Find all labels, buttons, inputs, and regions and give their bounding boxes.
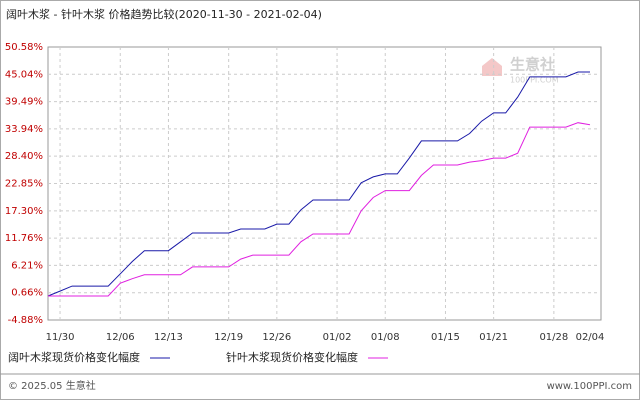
footer-site: www.100PPI.com [547, 381, 632, 392]
chart-title: 阔叶木浆 - 针叶木浆 价格趋势比较(2020-11-30 - 2021-02-… [6, 7, 322, 21]
x-tick-label: 02/04 [576, 332, 605, 343]
y-tick-label: 39.49% [5, 97, 43, 108]
x-tick-label: 01/21 [479, 332, 508, 343]
x-tick-label: 12/06 [106, 332, 135, 343]
y-tick-label: 17.30% [5, 206, 43, 217]
x-tick-label: 12/13 [154, 332, 183, 343]
footer-copyright: © 2025.05 生意社 [8, 379, 96, 392]
legend-label: 针叶木浆现货价格变化幅度 [226, 350, 358, 364]
x-tick-label: 01/08 [371, 332, 400, 343]
watermark-name: 生意社 [510, 56, 555, 74]
series-line [48, 122, 591, 297]
y-tick-label: 33.94% [5, 124, 43, 135]
x-tick-label: 01/28 [539, 332, 568, 343]
y-tick-label: 6.21% [11, 260, 43, 271]
watermark-site: 100PPI.COM [510, 76, 559, 85]
y-tick-label: 45.04% [5, 69, 43, 80]
y-tick-label: 11.76% [5, 233, 43, 244]
x-tick-label: 12/26 [262, 332, 291, 343]
y-tick-label: 22.85% [5, 179, 43, 190]
series-line [47, 71, 590, 297]
watermark: 生意社 100PPI.COM [482, 56, 559, 85]
x-tick-label: 01/15 [431, 332, 460, 343]
y-tick-label: -4.88% [8, 315, 43, 326]
legend-label: 阔叶木浆现货价格变化幅度 [8, 350, 140, 364]
watermark-icon [482, 58, 502, 76]
y-tick-label: 28.40% [5, 151, 43, 162]
y-tick-label: 50.58% [5, 42, 43, 53]
y-tick-label: 0.66% [11, 288, 43, 299]
x-tick-label: 11/30 [46, 332, 75, 343]
x-tick-label: 01/02 [323, 332, 352, 343]
x-tick-label: 12/19 [214, 332, 243, 343]
